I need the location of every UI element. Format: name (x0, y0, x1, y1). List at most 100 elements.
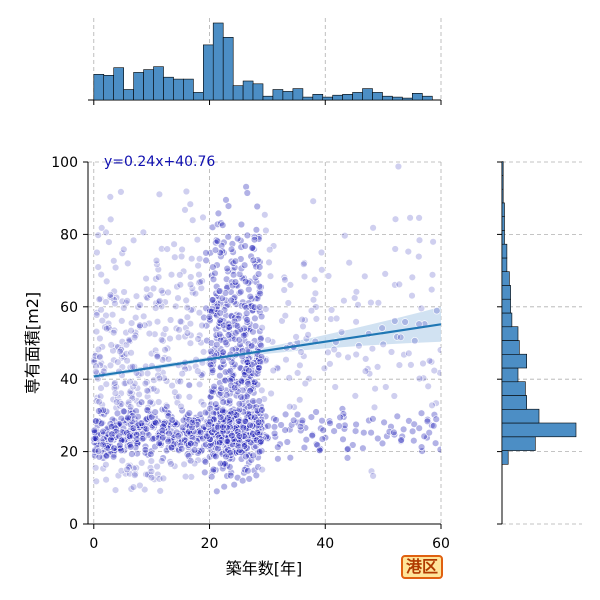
scatter-point (367, 429, 375, 437)
top-hist-bar (133, 72, 144, 101)
scatter-point (390, 392, 398, 400)
scatter-point (378, 439, 387, 448)
scatter-point (365, 416, 373, 425)
scatter-point (229, 259, 238, 267)
scatter-point (430, 422, 438, 430)
top-hist-bar (123, 89, 134, 101)
scatter-point (383, 432, 391, 440)
scatter-point (417, 304, 426, 313)
scatter-point (222, 338, 230, 347)
scatter-point (258, 406, 266, 414)
scatter-point (404, 247, 412, 256)
scatter-point (114, 393, 122, 402)
scatter-point (211, 246, 220, 254)
scatter-point (237, 302, 246, 310)
scatter-point (96, 392, 105, 401)
scatter-point (175, 333, 183, 341)
scatter-point (132, 313, 140, 322)
scatter-point (93, 248, 101, 257)
scatter-point (298, 416, 307, 425)
scatter-point (272, 416, 280, 424)
scatter-point (92, 311, 101, 319)
scatter-point (99, 440, 107, 449)
scatter-point (335, 422, 343, 430)
scatter-point (102, 228, 110, 237)
scatter-point (184, 443, 193, 451)
scatter-point (393, 333, 401, 341)
scatter-point (281, 276, 289, 284)
scatter-point (243, 358, 252, 366)
scatter-point (172, 393, 181, 401)
scatter-point (110, 444, 118, 452)
scatter-point (235, 289, 244, 297)
scatter-point (195, 380, 204, 389)
scatter-point (196, 331, 204, 339)
scatter-point (247, 342, 256, 350)
scatter-point (429, 238, 437, 246)
top-hist-bar (252, 83, 264, 101)
scatter-point (411, 337, 419, 345)
top-histogram (88, 22, 442, 105)
scatter-point (391, 317, 399, 325)
scatter-point (155, 374, 164, 383)
scatter-point (203, 432, 211, 440)
scatter-point (270, 423, 279, 431)
scatter-point (181, 206, 189, 214)
scatter-point (324, 272, 333, 280)
scatter-point (245, 366, 253, 375)
scatter-point (154, 300, 162, 308)
scatter-point (195, 447, 203, 455)
scatter-point (150, 385, 158, 393)
scatter-point (296, 423, 305, 431)
scatter-point (152, 304, 160, 312)
scatter-point (229, 271, 238, 279)
scatter-point (202, 256, 210, 265)
scatter-point (125, 336, 133, 344)
scatter-point (190, 446, 199, 454)
scatter-point (231, 257, 240, 265)
regression-equation: y=0.24x+40.76 (104, 154, 215, 170)
scatter-point (90, 426, 99, 435)
scatter-point (110, 296, 118, 304)
scatter-point (164, 288, 172, 297)
scatter-point (331, 383, 339, 391)
scatter-point (264, 336, 272, 344)
scatter-point (215, 439, 224, 447)
scatter-point (182, 187, 191, 196)
top-hist-bar (282, 91, 294, 101)
scatter-point (230, 481, 238, 489)
scatter-point (415, 214, 423, 222)
right-hist-bar (501, 230, 505, 245)
scatter-point (242, 452, 250, 461)
scatter-point (274, 455, 282, 463)
top-hist-bar (332, 94, 344, 101)
scatter-point (307, 307, 316, 315)
scatter-point (221, 289, 230, 297)
scatter-point (158, 245, 166, 253)
scatter-point (161, 346, 169, 354)
scatter-point (252, 471, 260, 480)
scatter-point (405, 417, 413, 425)
scatter-point (390, 428, 398, 437)
scatter-point (110, 356, 118, 364)
scatter-point (161, 354, 169, 362)
scatter-point (228, 240, 237, 248)
scatter-point (255, 282, 264, 291)
top-hist-bar (272, 89, 284, 101)
scatter-point (128, 412, 137, 420)
scatter-point (141, 379, 150, 388)
scatter-point (129, 483, 138, 491)
scatter-point (298, 315, 306, 324)
scatter-point (232, 329, 240, 337)
scatter-point (97, 384, 105, 392)
scatter-point (243, 309, 251, 318)
scatter-point (194, 262, 202, 270)
scatter-point (405, 349, 413, 357)
scatter-point (95, 453, 104, 461)
scatter-point (110, 257, 118, 265)
scatter-point (249, 451, 257, 460)
scatter-point (220, 321, 228, 330)
top-hist-bar (163, 76, 174, 101)
scatter-point (142, 274, 150, 283)
scatter-point (95, 398, 103, 406)
